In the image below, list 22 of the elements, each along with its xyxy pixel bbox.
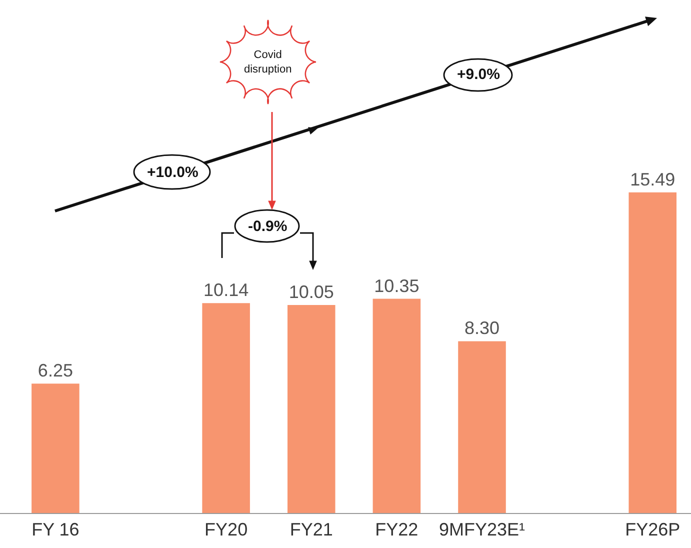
data-label: 8.30 [464,318,500,338]
bar [202,303,250,513]
text: +9.0% [457,66,500,83]
bar [458,341,506,513]
x-tick-label: FY21 [290,520,333,540]
text: Covid disruption [244,49,292,76]
annotation: -0.9% [248,218,288,235]
bar [287,304,336,513]
x-tick-label: FY20 [204,520,248,540]
data-label: 10.35 [374,276,420,296]
x-tick-label: FY 16 [32,520,80,540]
data-label: 15.49 [630,169,676,190]
bar [32,384,80,513]
bar [628,192,676,513]
data-label: 10.05 [288,282,334,302]
data-label: 10.14 [204,280,249,300]
x-tick-label: 9MFY23E¹ [438,520,526,540]
x-tick-label: FY22 [375,520,418,540]
data-label: 6.25 [38,360,73,381]
bar [372,298,421,513]
text: +10.0% [147,164,198,181]
x-tick-label: FY26P [625,520,680,540]
